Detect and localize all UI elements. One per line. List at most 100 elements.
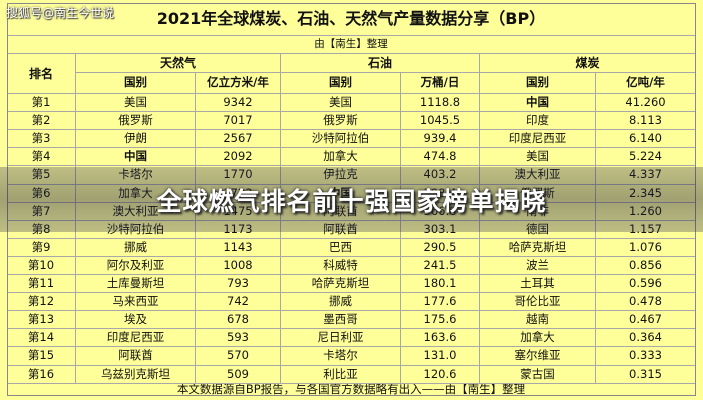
rank-cell: 第8 [7, 221, 76, 239]
coal-country-cell: 德国 [480, 221, 596, 239]
gas-country-cell: 乌兹别克斯坦 [76, 366, 196, 384]
rank-cell: 第12 [7, 293, 76, 311]
gas-value-cell: 742 [196, 293, 281, 311]
oil-value-cell: 163.6 [401, 329, 480, 347]
oil-value-cell: 175.6 [401, 311, 480, 329]
coal-country-cell: 蒙古国 [480, 366, 596, 384]
coal-country-cell: 美国 [480, 148, 596, 166]
rank-cell: 第14 [7, 329, 76, 347]
coal-country-cell: 越南 [480, 311, 596, 329]
gas-country-cell: 阿尔及利亚 [76, 257, 196, 275]
oil-value-cell: 180.1 [401, 275, 480, 293]
coal-unit-header: 亿吨/年 [596, 73, 696, 94]
rank-header: 排名 [7, 54, 76, 94]
coal-country-cell: 南非 [480, 203, 596, 221]
watermark-text: 搜狐号@南生今世说 [6, 6, 115, 20]
oil-country-cell: 美国 [281, 94, 401, 112]
oil-country-cell: 俄罗斯 [281, 112, 401, 130]
oil-country-cell: 阿联酋 [281, 203, 401, 221]
oil-value-cell: 131.0 [401, 347, 480, 366]
gas-value-cell: 2092 [196, 148, 281, 166]
oil-country-header: 国别 [281, 73, 401, 94]
rank-cell: 第5 [7, 166, 76, 185]
oil-country-cell: 墨西哥 [281, 311, 401, 329]
gas-value-cell: 2567 [196, 130, 281, 148]
coal-country-cell: 中国 [480, 94, 596, 112]
oil-value-cell: 241.5 [401, 257, 480, 275]
oil-value-cell: 403.2 [401, 166, 480, 185]
gas-value-cell: 793 [196, 275, 281, 293]
rank-cell: 第3 [7, 130, 76, 148]
gas-country-cell: 卡塔尔 [76, 166, 196, 185]
coal-value-cell: 0.315 [596, 366, 696, 384]
oil-country-cell: 沙特阿拉伯 [281, 130, 401, 148]
gas-value-cell: 570 [196, 347, 281, 366]
rank-cell: 第1 [7, 94, 76, 112]
gas-value-cell: 9342 [196, 94, 281, 112]
oil-country-cell: 巴西 [281, 239, 401, 257]
coal-value-cell: 0.333 [596, 347, 696, 366]
coal-country-cell: 波兰 [480, 257, 596, 275]
coal-country-cell: 土耳其 [480, 275, 596, 293]
coal-value-cell: 1.076 [596, 239, 696, 257]
gas-country-cell: 俄罗斯 [76, 112, 196, 130]
oil-country-cell: 中国 [281, 185, 401, 203]
rank-cell: 第9 [7, 239, 76, 257]
coal-value-cell: 0.596 [596, 275, 696, 293]
coal-value-cell: 6.140 [596, 130, 696, 148]
gas-value-cell: 1008 [196, 257, 281, 275]
coal-country-cell: 澳大利亚 [480, 166, 596, 185]
oil-unit-header: 万桶/日 [401, 73, 480, 94]
gas-value-cell: 678 [196, 311, 281, 329]
oil-country-cell: 利比亚 [281, 366, 401, 384]
gas-value-cell: 509 [196, 366, 281, 384]
gas-country-cell: 加拿大 [76, 185, 196, 203]
coal-value-cell: 41.260 [596, 94, 696, 112]
oil-group-header: 石油 [281, 54, 480, 73]
gas-group-header: 天然气 [76, 54, 281, 73]
rank-cell: 第15 [7, 347, 76, 366]
coal-value-cell: 0.364 [596, 329, 696, 347]
oil-country-cell: 阿联酋 [281, 221, 401, 239]
rank-cell: 第7 [7, 203, 76, 221]
oil-country-cell: 伊拉克 [281, 166, 401, 185]
coal-value-cell: 5.224 [596, 148, 696, 166]
oil-value-cell: 290.5 [401, 239, 480, 257]
gas-value-cell: 1143 [196, 239, 281, 257]
rank-cell: 第11 [7, 275, 76, 293]
oil-value-cell: 120.6 [401, 366, 480, 384]
coal-group-header: 煤炭 [480, 54, 696, 73]
rank-cell: 第13 [7, 311, 76, 329]
gas-value-cell: 1173 [196, 221, 281, 239]
oil-value-cell: 303.1 [401, 221, 480, 239]
oil-value-cell: 398.4 [401, 185, 480, 203]
gas-country-cell: 中国 [76, 148, 196, 166]
rank-cell: 第4 [7, 148, 76, 166]
gas-country-cell: 马来西亚 [76, 293, 196, 311]
oil-value-cell: 366.8 [401, 203, 480, 221]
gas-country-cell: 土库曼斯坦 [76, 275, 196, 293]
overlay-banner: 全球燃气排名前十强国家榜单揭晓 [0, 167, 703, 232]
oil-country-cell: 科威特 [281, 257, 401, 275]
coal-country-cell: 俄罗斯 [480, 185, 596, 203]
rank-cell: 第10 [7, 257, 76, 275]
coal-country-cell: 哈萨克斯坦 [480, 239, 596, 257]
oil-country-cell: 尼日利亚 [281, 329, 401, 347]
oil-country-cell: 加拿大 [281, 148, 401, 166]
banner-headline: 全球燃气排名前十强国家榜单揭晓 [156, 186, 547, 216]
rank-cell: 第16 [7, 366, 76, 384]
coal-value-cell: 0.467 [596, 311, 696, 329]
coal-country-cell: 塞尔维亚 [480, 347, 596, 366]
coal-country-cell: 印度 [480, 112, 596, 130]
rank-cell: 第6 [7, 185, 76, 203]
coal-country-cell: 加拿大 [480, 329, 596, 347]
oil-country-cell: 挪威 [281, 293, 401, 311]
gas-value-cell: 593 [196, 329, 281, 347]
gas-unit-header: 亿立方米/年 [196, 73, 281, 94]
gas-country-cell: 美国 [76, 94, 196, 112]
oil-value-cell: 1045.5 [401, 112, 480, 130]
gas-country-cell: 阿联酋 [76, 347, 196, 366]
coal-country-header: 国别 [480, 73, 596, 94]
gas-country-cell: 伊朗 [76, 130, 196, 148]
